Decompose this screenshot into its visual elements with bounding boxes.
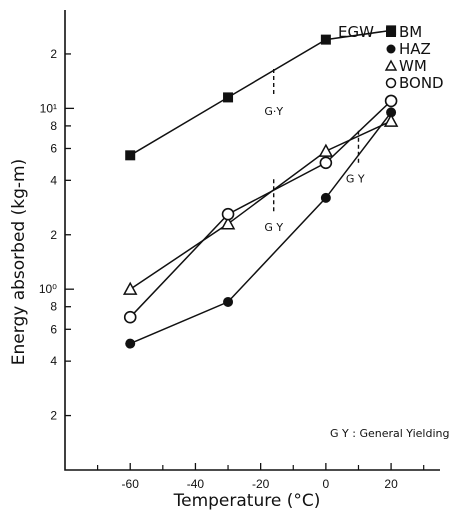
data-point [384, 94, 398, 108]
legend-label: HAZ [399, 40, 431, 58]
data-point [386, 107, 397, 118]
legend-marker [386, 27, 396, 37]
annotation-text: G·Y [264, 105, 283, 118]
data-point [125, 338, 136, 349]
y-tick-label: 10¹ [40, 101, 57, 115]
legend-item-haz: HAZ [386, 40, 431, 58]
series-bond [123, 94, 398, 324]
data-point [221, 207, 235, 221]
legend-marker [386, 44, 396, 54]
data-point [223, 92, 234, 103]
x-tick-label: -60 [122, 477, 140, 491]
series-line [129, 29, 392, 156]
y-tick-label: 4 [50, 173, 57, 187]
annotation-text: G Y [264, 221, 283, 234]
data-point [123, 310, 137, 324]
x-axis-label: Temperature (°C) [173, 491, 321, 511]
legend-label: BM [399, 23, 422, 41]
y-tick-label: 8 [50, 119, 57, 133]
y-tick-label: 10⁰ [39, 282, 57, 296]
legend-label: BOND [399, 74, 444, 92]
legend-marker [385, 77, 397, 89]
series-line [129, 120, 392, 290]
y-ticks: 2 4 6 8 10⁰ 2 4 6 8 10¹ 2 [39, 47, 74, 423]
x-tick-label: -40 [187, 477, 205, 491]
y-tick-label: 6 [50, 141, 57, 155]
y-tick-label: 8 [50, 300, 57, 314]
data-point [320, 34, 331, 45]
axis-lines [64, 10, 440, 471]
y-tick-label: 4 [50, 354, 57, 368]
data-point [220, 216, 236, 230]
general-yield-markers [272, 66, 360, 212]
x-tick-label: 20 [384, 477, 398, 491]
legend-item-bond: BOND [385, 74, 444, 92]
annotation-text: G Y [346, 172, 365, 185]
plot-axes [64, 10, 440, 471]
data-point [318, 143, 334, 157]
series-line [129, 100, 392, 318]
data-point [320, 192, 331, 203]
data-point [223, 296, 234, 307]
y-tick-label: 6 [50, 322, 57, 336]
series-wm [122, 113, 399, 295]
legend-title: EGW [338, 23, 374, 41]
series-bm [125, 25, 397, 161]
series-layer [122, 25, 399, 349]
y-tick-label: 2 [50, 228, 57, 242]
data-point [319, 156, 333, 170]
y-axis-label: Energy absorbed (kg-m) [9, 159, 29, 365]
annotation-text: G Y : General Yielding [330, 427, 450, 440]
data-point [122, 281, 138, 295]
legend-item-bm: BM [386, 23, 422, 41]
series-line [129, 111, 392, 345]
data-point [125, 150, 136, 161]
legend-marker [384, 59, 398, 71]
x-tick-label: -20 [252, 477, 270, 491]
legend-item-wm: WM [384, 57, 427, 75]
y-tick-label: 2 [50, 409, 57, 423]
legend-label: WM [399, 57, 427, 75]
annotations: G·Y G Y G Y G Y : General Yielding [264, 105, 449, 440]
series-haz [125, 107, 397, 349]
data-point [383, 113, 399, 127]
y-tick-label: 2 [50, 47, 57, 61]
x-tick-label: 0 [323, 477, 330, 491]
x-ticks: -60 -40 -20 0 20 [97, 463, 425, 491]
